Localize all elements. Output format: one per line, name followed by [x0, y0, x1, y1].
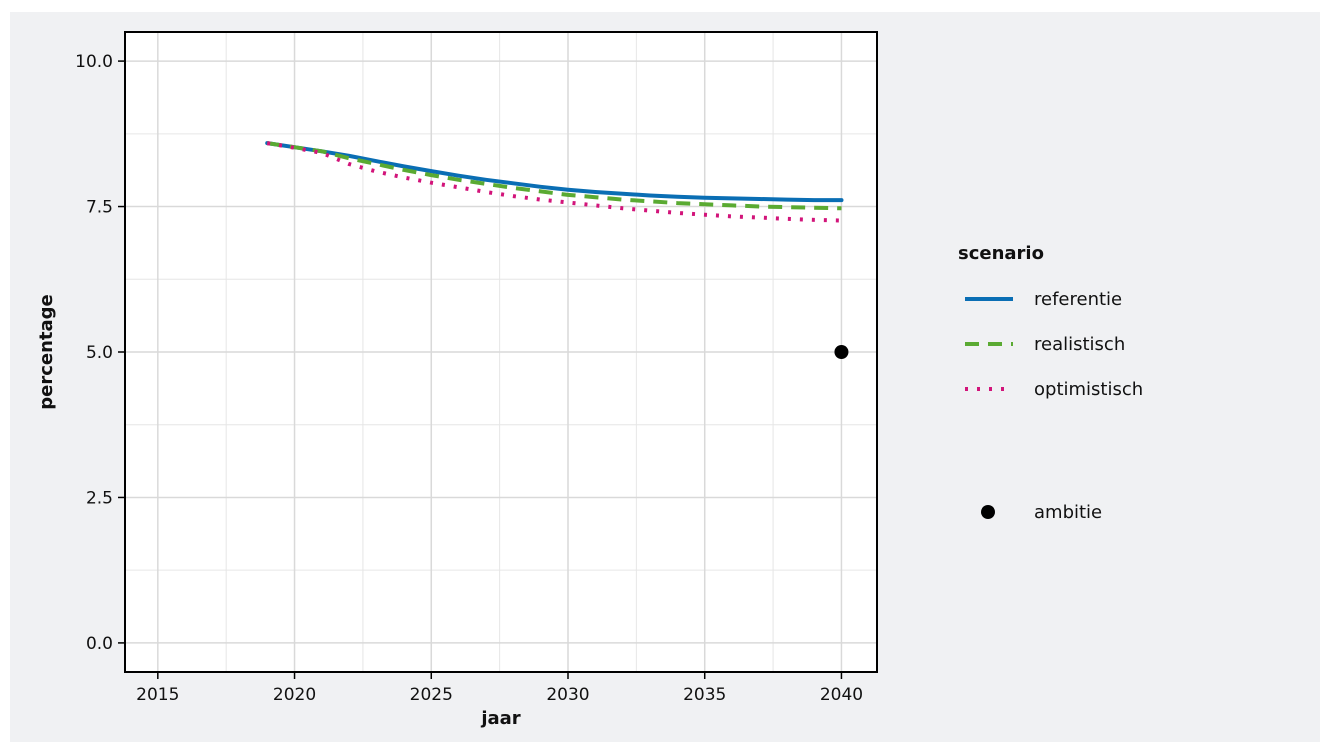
x-tick-label: 2020	[273, 685, 316, 705]
y-tick-label: 2.5	[86, 488, 113, 508]
y-tick-label: 7.5	[86, 198, 113, 218]
x-tick-label: 2015	[136, 685, 179, 705]
major-gridlines	[125, 32, 877, 672]
y-tick-label: 5.0	[86, 343, 113, 363]
legend-label-optimistisch: optimistisch	[1034, 379, 1143, 400]
series-line-referentie	[265, 141, 844, 203]
legend-label-ambitie: ambitie	[1034, 502, 1102, 523]
series-line-realistisch	[266, 141, 842, 211]
x-tick-label: 2040	[820, 685, 863, 705]
legend-key-ambitie	[981, 505, 995, 519]
series-layer	[265, 141, 844, 223]
legend-title: scenario	[958, 243, 1044, 264]
x-axis-title: jaar	[480, 708, 520, 729]
legend: scenario referentie realistisch optimistis…	[958, 243, 1143, 523]
x-tick-label: 2035	[683, 685, 726, 705]
y-tick-label: 10.0	[75, 52, 113, 72]
x-tick-label: 2025	[410, 685, 453, 705]
x-axis-ticks: 2015 2020 2025 2030 2035 2040	[136, 672, 863, 705]
x-tick-label: 2030	[546, 685, 589, 705]
legend-label-referentie: referentie	[1034, 289, 1122, 310]
line-chart: 2015 2020 2025 2030 2035 2040 0.0 2.5 5.0 7.5 10.…	[36, 31, 1143, 729]
points-layer	[834, 345, 849, 359]
y-axis-title: percentage	[36, 294, 57, 410]
point-ambitie	[834, 345, 849, 359]
legend-label-realistisch: realistisch	[1034, 334, 1125, 355]
chart-panel: 2015 2020 2025 2030 2035 2040 0.0 2.5 5.0 7.5 10.…	[10, 12, 1320, 742]
y-tick-label: 0.0	[86, 634, 113, 654]
y-axis-ticks: 0.0 2.5 5.0 7.5 10.0	[75, 52, 125, 654]
